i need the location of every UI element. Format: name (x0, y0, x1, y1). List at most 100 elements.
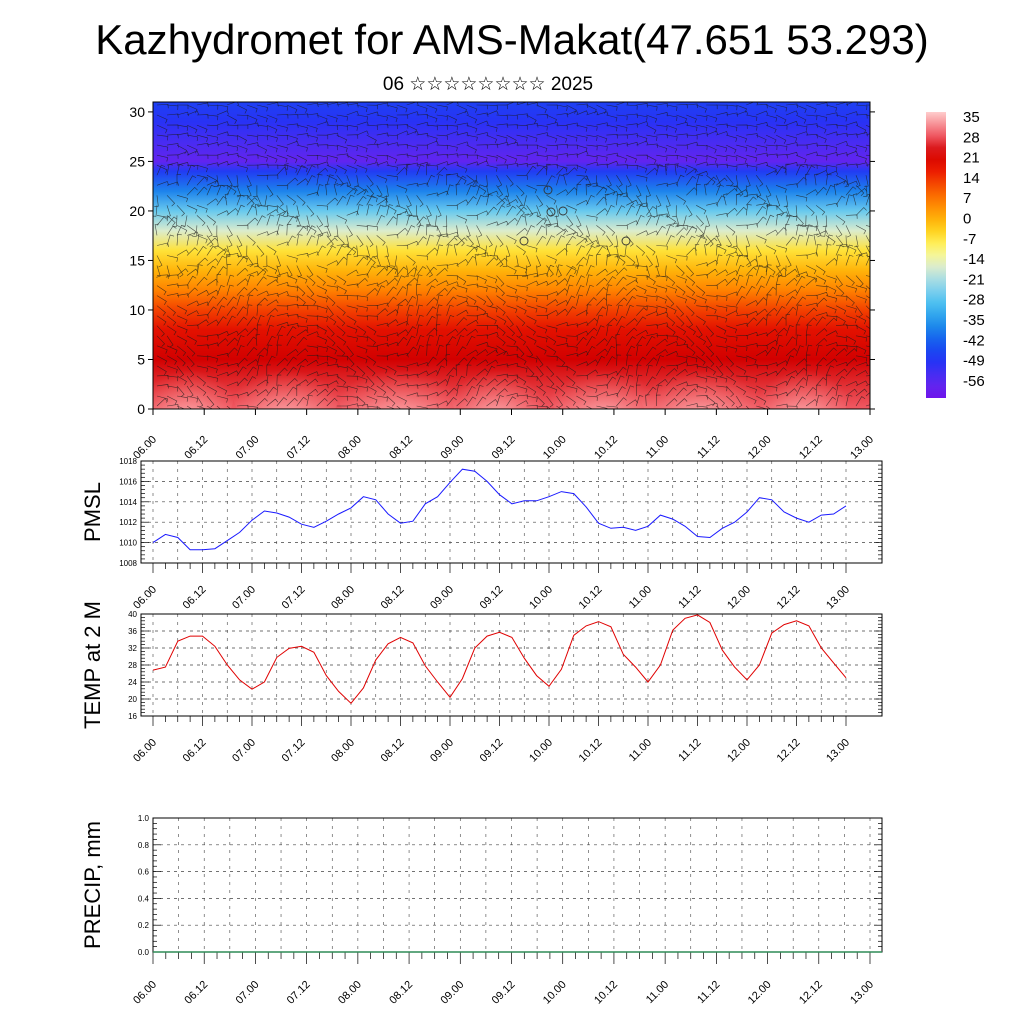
wind-barb (646, 335, 656, 346)
wind-barb (616, 142, 629, 147)
wind-barb (706, 375, 718, 383)
wind-barb (256, 134, 269, 141)
wind-barb (216, 131, 229, 136)
wind-barb (576, 144, 588, 153)
wind-barb (622, 185, 628, 197)
wind-barb (426, 224, 431, 236)
wind-barb (486, 324, 498, 330)
wind-barb (825, 235, 836, 246)
wind-barb (276, 255, 281, 268)
wind-barb (536, 335, 548, 343)
wind-barb (746, 102, 759, 106)
wind-barb (576, 294, 583, 306)
wind-barb (766, 144, 778, 151)
wind-barb (656, 334, 668, 340)
wind-barb (845, 348, 858, 357)
wind-barb (426, 114, 438, 123)
wind-barb (324, 215, 329, 228)
wind-barb (576, 385, 586, 396)
wind-barb (156, 274, 169, 279)
wind-barb (785, 277, 798, 286)
wind-barb (576, 245, 585, 256)
wind-barb (676, 114, 687, 123)
wind-barb (226, 393, 239, 399)
wind-barb (166, 195, 176, 207)
wind-barb (775, 255, 781, 268)
wind-barb (806, 151, 819, 156)
wind-barb (765, 328, 778, 337)
wind-barb (376, 161, 389, 166)
wind-barb (816, 144, 828, 150)
wind-barb (254, 255, 259, 268)
wind-barb (716, 395, 725, 407)
wind-barb (606, 185, 616, 196)
wind-barb (785, 306, 797, 316)
pmsl-x-tick-label: 08.12 (379, 584, 407, 612)
wind-barb (536, 225, 546, 236)
wind-barb (266, 335, 276, 346)
wind-barb (445, 354, 450, 366)
cs-x-tick-label: 12.12 (797, 434, 825, 462)
wind-barb (815, 205, 826, 216)
wind-barb (546, 375, 555, 387)
wind-barb (576, 310, 589, 316)
wind-barb (186, 134, 199, 141)
wind-barb (316, 285, 328, 295)
wind-barb (396, 365, 408, 372)
wind-barb (614, 245, 619, 258)
wind-barb (805, 307, 818, 316)
wind-barb (676, 335, 687, 345)
wind-barb (476, 275, 487, 284)
wind-barb (765, 265, 776, 276)
wind-barb (753, 255, 759, 268)
wind-barb (186, 405, 193, 409)
wind-barb (616, 267, 628, 276)
wind-barb (166, 293, 179, 298)
wind-barb (386, 174, 398, 181)
wind-barb (546, 385, 558, 394)
wind-barb (246, 122, 259, 127)
wind-barb (346, 225, 353, 238)
wind-barb (844, 175, 849, 188)
wind-barb (606, 104, 618, 111)
wind-barb (376, 114, 388, 122)
wind-barb (226, 274, 235, 286)
wind-barb (316, 355, 329, 361)
wind-barb (676, 195, 687, 205)
wind-barb (765, 307, 778, 316)
wind-barb (206, 184, 216, 196)
wind-barb (723, 193, 728, 206)
wind-barb (676, 144, 688, 150)
wind-barb (365, 245, 370, 258)
wind-barb (186, 205, 198, 214)
wind-barb (825, 244, 832, 256)
wind-barb (775, 265, 783, 278)
wind-barb (526, 225, 535, 236)
wind-barb (486, 285, 498, 293)
wind-barb (206, 395, 215, 408)
wind-barb (586, 385, 598, 394)
wind-barb (596, 104, 607, 114)
wind-barb (206, 124, 219, 130)
wind-barb (306, 225, 316, 236)
wind-barb (156, 398, 168, 407)
wind-barb (326, 355, 338, 364)
wind-barb (785, 355, 795, 367)
temp-x-tick-label: 10.00 (527, 737, 555, 765)
wind-barb (715, 244, 722, 256)
wind-barb (436, 304, 443, 316)
wind-barb (186, 265, 199, 271)
wind-barb (616, 276, 627, 286)
wind-barb (566, 265, 577, 275)
wind-barb (645, 394, 650, 407)
wind-barb (286, 235, 296, 246)
wind-barb (526, 385, 537, 396)
wind-barb (636, 245, 646, 256)
wind-barb (256, 245, 265, 257)
wind-barb (166, 404, 179, 409)
wind-barb (176, 144, 188, 155)
wind-barb (256, 389, 269, 397)
temp-x-tick-label: 07.00 (230, 737, 258, 765)
wind-barb (306, 225, 317, 235)
wind-barb (576, 336, 587, 346)
